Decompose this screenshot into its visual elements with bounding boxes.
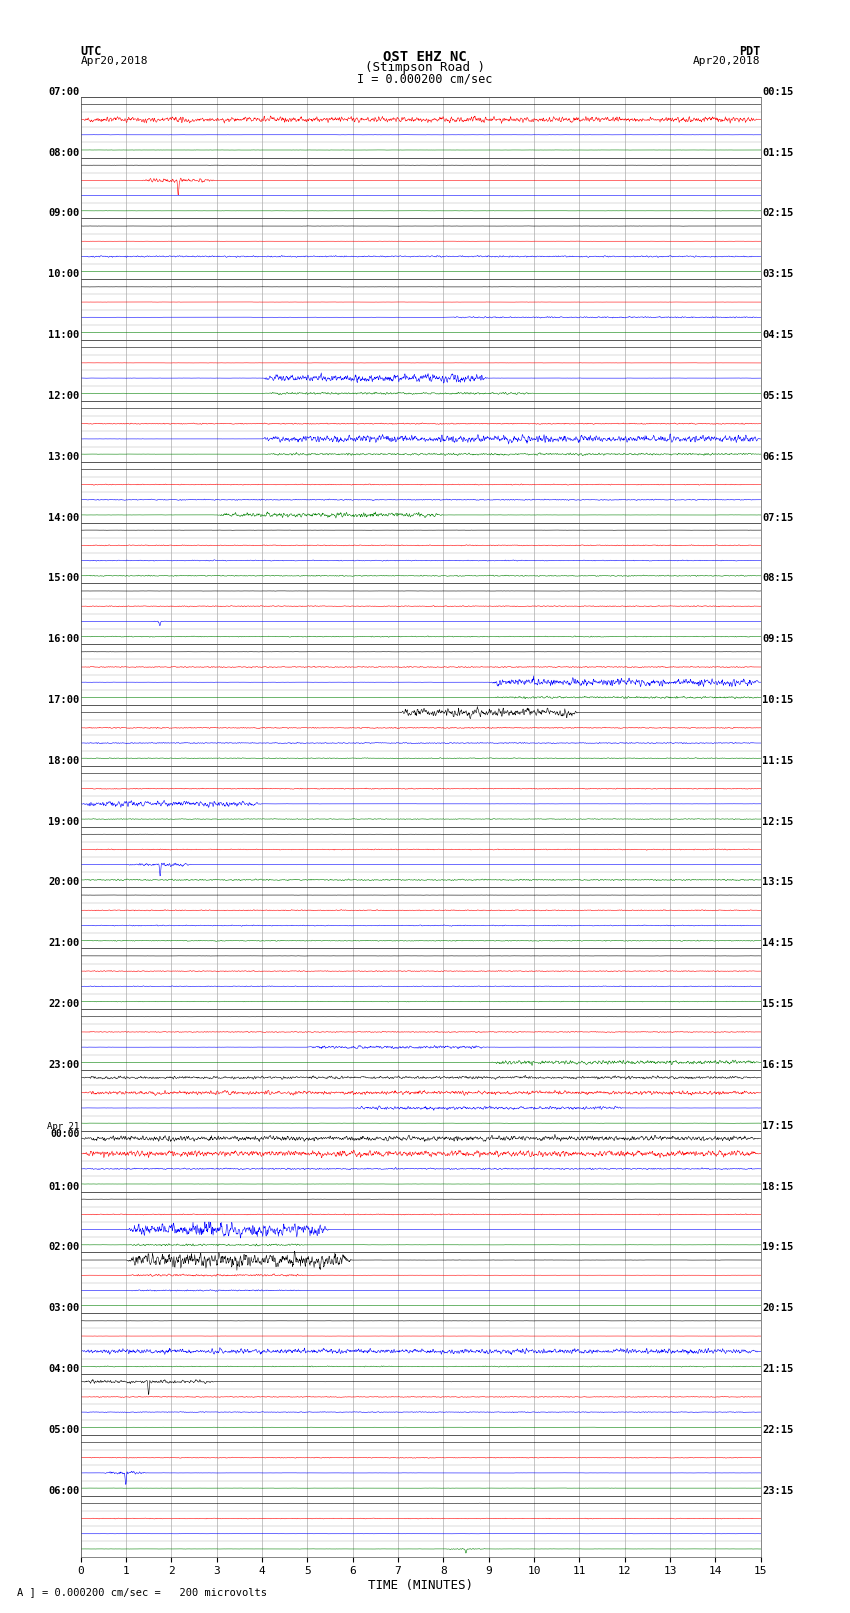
Text: 09:15: 09:15 xyxy=(762,634,793,644)
Text: 20:00: 20:00 xyxy=(48,877,79,887)
Text: 09:00: 09:00 xyxy=(48,208,79,218)
Text: 13:00: 13:00 xyxy=(48,452,79,461)
Text: 12:00: 12:00 xyxy=(48,390,79,402)
Text: 06:15: 06:15 xyxy=(762,452,793,461)
Text: 08:15: 08:15 xyxy=(762,573,793,584)
Text: Apr20,2018: Apr20,2018 xyxy=(81,56,148,66)
Text: 23:00: 23:00 xyxy=(48,1060,79,1069)
Text: A ] = 0.000200 cm/sec =   200 microvolts: A ] = 0.000200 cm/sec = 200 microvolts xyxy=(17,1587,267,1597)
Text: 15:00: 15:00 xyxy=(48,573,79,584)
Text: 04:00: 04:00 xyxy=(48,1365,79,1374)
Text: 16:15: 16:15 xyxy=(762,1060,793,1069)
Text: 18:00: 18:00 xyxy=(48,756,79,766)
Text: 21:00: 21:00 xyxy=(48,939,79,948)
Text: 12:15: 12:15 xyxy=(762,816,793,826)
Text: 21:15: 21:15 xyxy=(762,1365,793,1374)
Text: 07:15: 07:15 xyxy=(762,513,793,523)
Text: 03:15: 03:15 xyxy=(762,269,793,279)
Text: 10:15: 10:15 xyxy=(762,695,793,705)
Text: 02:15: 02:15 xyxy=(762,208,793,218)
Text: 15:15: 15:15 xyxy=(762,998,793,1010)
Text: 16:00: 16:00 xyxy=(48,634,79,644)
Text: 22:00: 22:00 xyxy=(48,998,79,1010)
Text: 03:00: 03:00 xyxy=(48,1303,79,1313)
Text: OST EHZ NC: OST EHZ NC xyxy=(383,50,467,65)
Text: 23:15: 23:15 xyxy=(762,1486,793,1495)
Text: 11:00: 11:00 xyxy=(48,331,79,340)
Text: 08:00: 08:00 xyxy=(48,148,79,158)
Text: 18:15: 18:15 xyxy=(762,1182,793,1192)
Text: 13:15: 13:15 xyxy=(762,877,793,887)
Text: 19:00: 19:00 xyxy=(48,816,79,826)
Text: 10:00: 10:00 xyxy=(48,269,79,279)
X-axis label: TIME (MINUTES): TIME (MINUTES) xyxy=(368,1579,473,1592)
Text: Apr20,2018: Apr20,2018 xyxy=(694,56,761,66)
Text: 11:15: 11:15 xyxy=(762,756,793,766)
Text: 00:00: 00:00 xyxy=(50,1129,79,1139)
Text: 17:00: 17:00 xyxy=(48,695,79,705)
Text: 00:15: 00:15 xyxy=(762,87,793,97)
Text: 19:15: 19:15 xyxy=(762,1242,793,1252)
Text: Apr 21: Apr 21 xyxy=(47,1121,79,1131)
Text: 22:15: 22:15 xyxy=(762,1424,793,1436)
Text: I = 0.000200 cm/sec: I = 0.000200 cm/sec xyxy=(357,73,493,85)
Text: PDT: PDT xyxy=(740,45,761,58)
Text: 06:00: 06:00 xyxy=(48,1486,79,1495)
Text: (Stimpson Road ): (Stimpson Road ) xyxy=(365,61,485,74)
Text: UTC: UTC xyxy=(81,45,102,58)
Text: 05:00: 05:00 xyxy=(48,1424,79,1436)
Text: 05:15: 05:15 xyxy=(762,390,793,402)
Text: 01:15: 01:15 xyxy=(762,148,793,158)
Text: 17:15: 17:15 xyxy=(762,1121,793,1131)
Text: 01:00: 01:00 xyxy=(48,1182,79,1192)
Text: 14:15: 14:15 xyxy=(762,939,793,948)
Text: 07:00: 07:00 xyxy=(48,87,79,97)
Text: 02:00: 02:00 xyxy=(48,1242,79,1252)
Text: 20:15: 20:15 xyxy=(762,1303,793,1313)
Text: 14:00: 14:00 xyxy=(48,513,79,523)
Text: 04:15: 04:15 xyxy=(762,331,793,340)
